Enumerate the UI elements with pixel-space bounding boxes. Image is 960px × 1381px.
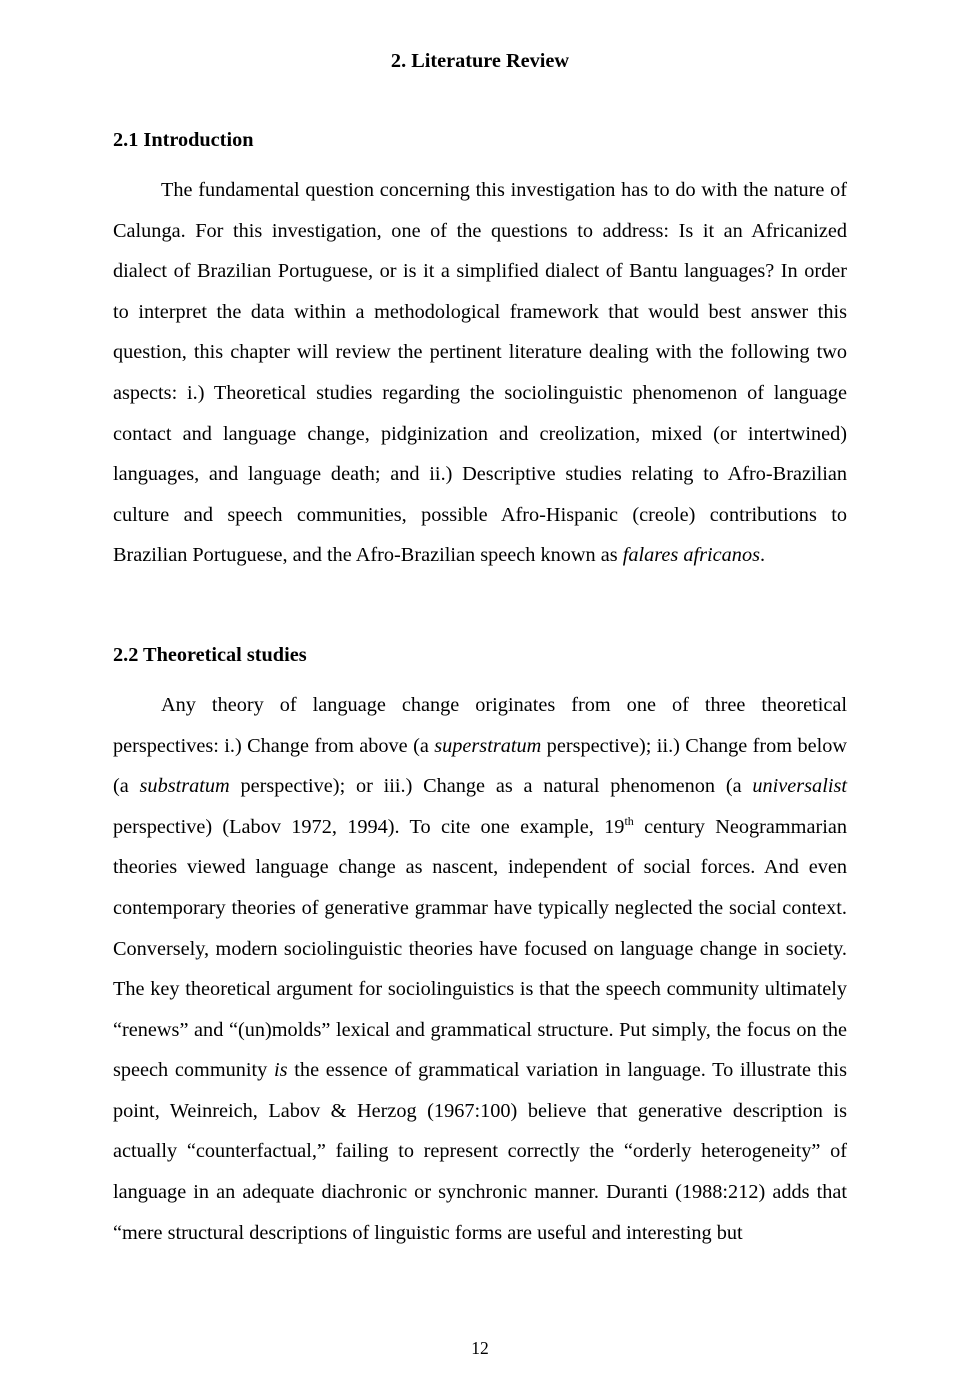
- intro-text-c: .: [760, 544, 765, 566]
- theo-text-universalist: universalist: [752, 775, 847, 797]
- section-heading-intro: 2.1 Introduction: [113, 129, 847, 152]
- theo-text-superstratum: superstratum: [434, 735, 541, 757]
- theo-text-substratum: substratum: [140, 775, 230, 797]
- section-heading-theoretical: 2.2 Theoretical studies: [113, 644, 847, 667]
- section-spacer: [113, 576, 847, 644]
- intro-paragraph: The fundamental question concerning this…: [113, 170, 847, 576]
- theo-text-i: century Neogrammarian theories viewed la…: [113, 816, 847, 1082]
- theo-text-g: perspective) (Labov 1972, 1994). To cite…: [113, 816, 624, 838]
- theo-text-e: perspective); or iii.) Change as a natur…: [230, 775, 753, 797]
- theo-text-th: th: [624, 814, 633, 828]
- chapter-title: 2. Literature Review: [113, 50, 847, 73]
- theo-text-k: the essence of grammatical variation in …: [113, 1059, 847, 1243]
- intro-text-italic-falares: falares africanos: [623, 544, 760, 566]
- theo-text-is: is: [274, 1059, 288, 1081]
- theoretical-paragraph: Any theory of language change originates…: [113, 685, 847, 1253]
- intro-text-a: The fundamental question concerning this…: [113, 179, 847, 566]
- page-number: 12: [471, 1338, 489, 1359]
